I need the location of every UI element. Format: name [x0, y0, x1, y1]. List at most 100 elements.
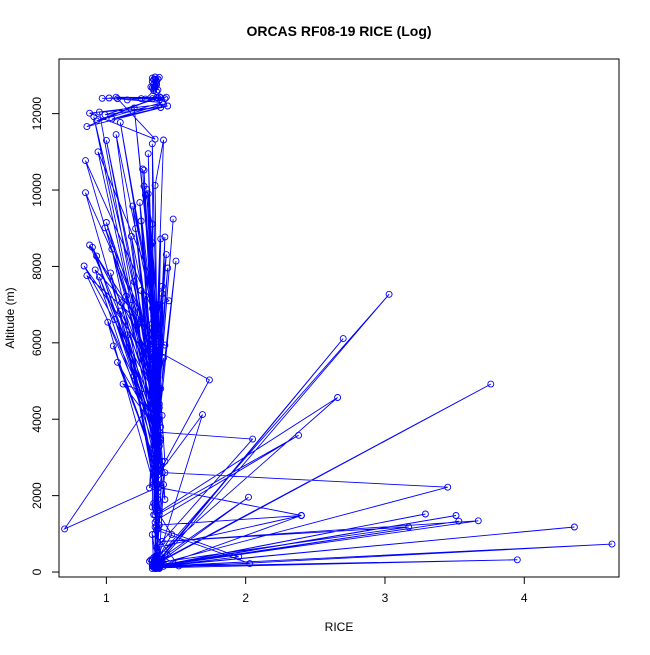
data-point: [93, 117, 101, 125]
data-point: [150, 511, 158, 519]
data-point: [108, 245, 116, 253]
data-point: [334, 394, 342, 401]
data-point: [154, 496, 162, 503]
data-point: [155, 358, 163, 366]
data-point: [155, 507, 163, 515]
data-point: [421, 510, 429, 518]
data-point: [148, 239, 156, 247]
data-point: [245, 493, 252, 501]
data-point: [169, 215, 177, 223]
data-point: [147, 354, 155, 362]
data-point: [160, 136, 167, 144]
data-point: [109, 342, 117, 350]
data-point: [158, 282, 166, 290]
x-axis-label: RICE: [325, 620, 354, 634]
data-point: [139, 165, 147, 173]
data-point: [455, 517, 463, 525]
data-point: [137, 95, 145, 103]
data-point: [158, 290, 166, 298]
data-point: [155, 301, 163, 309]
data-point: [122, 292, 130, 300]
data-point: [154, 75, 162, 83]
data-point: [148, 320, 156, 328]
data-point: [153, 480, 160, 488]
data-point: [148, 531, 156, 539]
data-point: [107, 269, 114, 277]
data-point: [154, 369, 162, 377]
data-point: [136, 199, 144, 207]
data-point: [151, 501, 159, 509]
data-point: [154, 94, 162, 102]
data-point: [570, 523, 578, 531]
data-point: [102, 136, 110, 144]
data-point: [249, 435, 257, 443]
data-point: [474, 517, 482, 525]
data-point: [112, 131, 120, 139]
y-tick-label: 6000: [30, 329, 44, 356]
data-point: [157, 461, 165, 469]
data-point: [164, 102, 172, 110]
data-point: [157, 235, 165, 243]
data-point: [101, 111, 109, 119]
data-point: [137, 287, 145, 294]
data-point: [104, 318, 112, 326]
data-point: [154, 415, 162, 423]
data-point: [150, 411, 158, 419]
data-point: [157, 434, 165, 442]
data-point: [133, 322, 141, 330]
data-point: [161, 233, 169, 241]
data-point: [141, 95, 149, 103]
data-point: [132, 225, 140, 233]
data-point: [162, 251, 170, 259]
data-point: [151, 350, 159, 358]
data-point: [61, 525, 69, 533]
data-point: [246, 560, 254, 568]
data-point: [114, 358, 121, 366]
data-point: [155, 442, 163, 450]
data-point: [137, 217, 145, 225]
x-tick-label: 4: [521, 591, 528, 605]
y-tick-label: 12000: [30, 97, 44, 131]
data-point: [151, 135, 159, 143]
data-point: [144, 150, 152, 158]
y-tick-label: 2000: [30, 482, 44, 509]
data-point: [444, 483, 452, 491]
data-point: [151, 181, 159, 189]
data-point: [165, 297, 173, 305]
data-point: [158, 538, 166, 545]
data-point: [452, 512, 460, 519]
data-point: [158, 556, 166, 564]
data-point: [127, 301, 135, 309]
data-point: [153, 80, 160, 88]
data-point: [161, 341, 169, 349]
data-point: [112, 93, 120, 101]
y-tick-label: 10000: [30, 173, 44, 207]
data-point: [151, 415, 159, 423]
y-tick-label: 0: [30, 568, 44, 575]
data-point: [153, 88, 160, 95]
data-point: [116, 118, 124, 126]
data-point: [235, 553, 243, 561]
data-point: [608, 540, 616, 548]
data-point: [151, 404, 159, 412]
data-point: [155, 73, 163, 81]
data-point: [102, 219, 110, 226]
data-point: [154, 488, 162, 496]
data-point: [487, 380, 495, 388]
data-point: [123, 96, 131, 104]
data-point: [153, 544, 160, 552]
data-point: [157, 385, 165, 393]
data-point: [129, 202, 137, 210]
data-point: [150, 312, 158, 320]
data-point: [150, 80, 158, 88]
data-point: [295, 431, 303, 439]
data-point: [199, 411, 206, 419]
data-point: [154, 450, 162, 458]
data-point: [175, 562, 183, 570]
series-layer: [61, 73, 616, 573]
data-point: [147, 241, 155, 249]
data-point: [80, 262, 88, 270]
data-point: [83, 123, 91, 131]
data-point: [83, 272, 91, 280]
